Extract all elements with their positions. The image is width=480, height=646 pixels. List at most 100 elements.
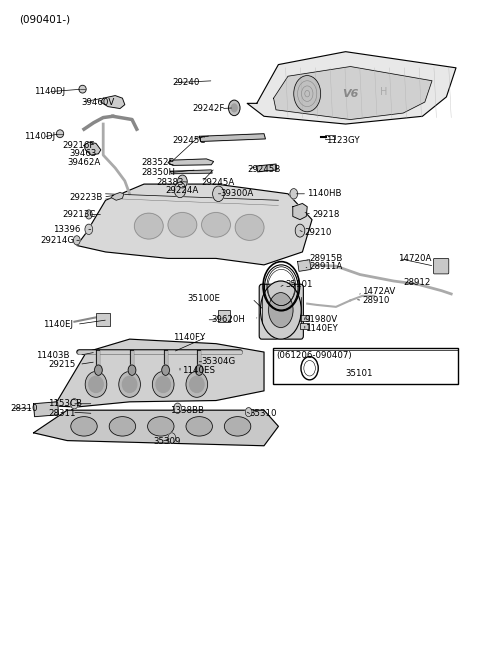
Polygon shape (170, 170, 212, 174)
Text: 39300A: 39300A (221, 189, 254, 198)
Circle shape (162, 365, 169, 375)
Ellipse shape (202, 213, 230, 237)
Text: 28311: 28311 (48, 409, 75, 418)
Ellipse shape (85, 371, 107, 397)
Text: 29210: 29210 (305, 228, 332, 237)
Polygon shape (48, 339, 264, 407)
Polygon shape (247, 52, 456, 124)
Circle shape (85, 224, 93, 234)
Ellipse shape (79, 85, 86, 93)
Text: 1140FY: 1140FY (173, 333, 205, 342)
Text: 29215: 29215 (48, 360, 75, 370)
Text: 1140EY: 1140EY (305, 324, 337, 333)
Text: 28350H: 28350H (142, 168, 176, 177)
Text: 28911A: 28911A (310, 262, 343, 271)
Polygon shape (101, 96, 125, 109)
Text: 35304G: 35304G (202, 357, 236, 366)
Ellipse shape (268, 293, 293, 328)
Text: 13396: 13396 (53, 225, 80, 234)
Circle shape (73, 236, 80, 245)
Circle shape (295, 224, 305, 237)
Text: 14720A: 14720A (398, 254, 432, 263)
Text: 1140HB: 1140HB (307, 189, 342, 198)
Text: 1123GY: 1123GY (326, 136, 360, 145)
Circle shape (85, 210, 92, 219)
Polygon shape (84, 142, 101, 155)
Text: 1140DJ: 1140DJ (24, 132, 55, 141)
Text: 1140ES: 1140ES (182, 366, 216, 375)
Text: 1338BB: 1338BB (170, 406, 204, 415)
Text: (090401-): (090401-) (19, 14, 71, 24)
Ellipse shape (71, 417, 97, 436)
Text: 29224A: 29224A (166, 186, 199, 195)
Polygon shape (77, 184, 312, 265)
Text: 28383: 28383 (156, 178, 183, 187)
Text: 35100E: 35100E (187, 294, 220, 303)
Text: 28915B: 28915B (310, 254, 343, 263)
Ellipse shape (57, 130, 63, 138)
Text: 1140EJ: 1140EJ (43, 320, 73, 329)
Text: H: H (380, 87, 388, 97)
Bar (218, 310, 230, 322)
Ellipse shape (134, 213, 163, 239)
Text: 29214G: 29214G (41, 236, 75, 245)
Ellipse shape (122, 376, 137, 392)
Ellipse shape (224, 417, 251, 436)
Text: (061206-090407): (061206-090407) (276, 351, 352, 360)
Circle shape (128, 365, 136, 375)
Circle shape (71, 399, 78, 409)
Text: 1140DJ: 1140DJ (34, 87, 65, 96)
FancyBboxPatch shape (433, 258, 449, 274)
Ellipse shape (186, 417, 212, 436)
Circle shape (195, 365, 203, 375)
Circle shape (178, 175, 187, 188)
Ellipse shape (119, 371, 141, 397)
Circle shape (294, 76, 321, 112)
Polygon shape (199, 134, 265, 141)
Text: 39620H: 39620H (211, 315, 245, 324)
Text: 35101: 35101 (286, 280, 313, 289)
Text: 1153CB: 1153CB (48, 399, 82, 408)
Text: 29216F: 29216F (62, 141, 95, 150)
Circle shape (290, 189, 298, 199)
Text: 39463: 39463 (70, 149, 97, 158)
Bar (273, 348, 458, 384)
Bar (300, 315, 309, 321)
Text: 91980V: 91980V (305, 315, 338, 324)
Circle shape (174, 182, 186, 198)
Text: 28352E: 28352E (142, 158, 175, 167)
Text: 29245C: 29245C (173, 136, 206, 145)
Ellipse shape (148, 417, 174, 436)
Text: 29242F: 29242F (192, 104, 224, 113)
Circle shape (231, 104, 237, 112)
Polygon shape (293, 203, 307, 220)
Ellipse shape (89, 376, 103, 392)
Text: 39462A: 39462A (67, 158, 100, 167)
Ellipse shape (186, 371, 208, 397)
Text: 1472AV: 1472AV (362, 287, 396, 297)
Text: 39460V: 39460V (82, 98, 115, 107)
Ellipse shape (235, 214, 264, 240)
Ellipse shape (153, 371, 174, 397)
Bar (96, 313, 110, 326)
Text: 28912: 28912 (403, 278, 431, 287)
Polygon shape (168, 159, 214, 165)
Text: 29240: 29240 (173, 78, 200, 87)
Ellipse shape (190, 376, 204, 392)
Bar (300, 323, 309, 329)
Text: 29245A: 29245A (202, 178, 235, 187)
Polygon shape (111, 193, 124, 200)
Text: 29218: 29218 (312, 210, 339, 219)
Polygon shape (34, 402, 59, 417)
Text: 35309: 35309 (154, 437, 181, 446)
Text: 35310: 35310 (250, 409, 277, 418)
Circle shape (174, 403, 181, 413)
Ellipse shape (168, 213, 197, 237)
Circle shape (245, 408, 252, 417)
Circle shape (213, 186, 224, 202)
Text: 29223B: 29223B (70, 193, 103, 202)
Text: 28910: 28910 (362, 296, 390, 305)
Text: 29213C: 29213C (62, 210, 96, 219)
Ellipse shape (109, 417, 135, 436)
Ellipse shape (260, 281, 301, 339)
